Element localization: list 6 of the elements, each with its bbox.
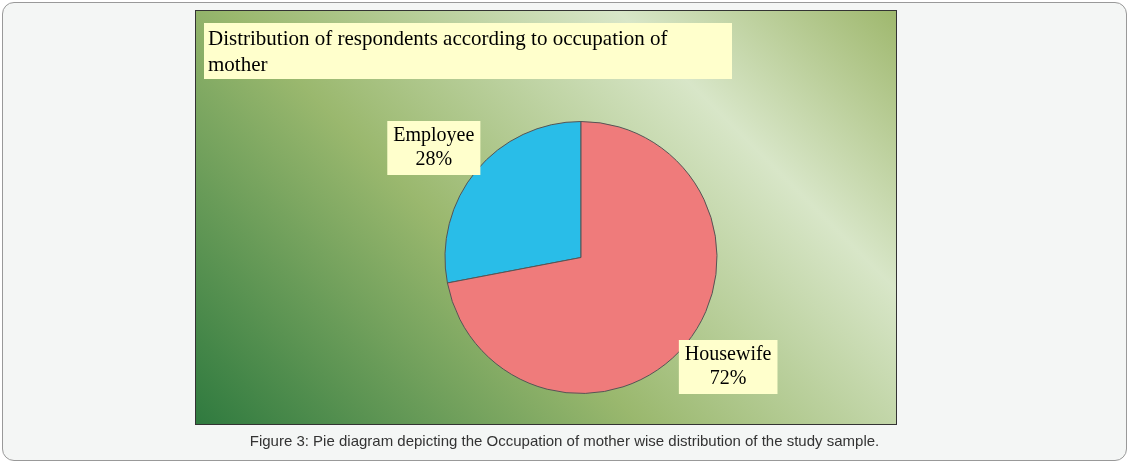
data-label: 28%: [415, 147, 453, 170]
chart-title: Distribution of respondents according to occupation of mother: [204, 23, 732, 79]
slice-label: Employee: [393, 123, 475, 147]
slice-label: Housewife: [684, 342, 772, 365]
data-label: 72%: [709, 366, 747, 389]
caption: Figure 3: Pie diagram depicting the Occupation of mother wise distribution of the study sample.: [248, 432, 881, 449]
